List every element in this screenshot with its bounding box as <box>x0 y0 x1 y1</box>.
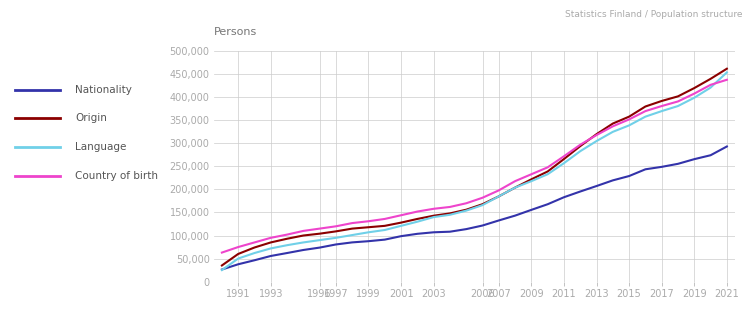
Text: Origin: Origin <box>75 113 106 124</box>
Text: Persons: Persons <box>214 28 257 37</box>
Text: Statistics Finland / Population structure: Statistics Finland / Population structur… <box>565 10 742 19</box>
Text: Language: Language <box>75 142 126 152</box>
Text: Nationality: Nationality <box>75 84 132 95</box>
Text: Country of birth: Country of birth <box>75 171 158 181</box>
